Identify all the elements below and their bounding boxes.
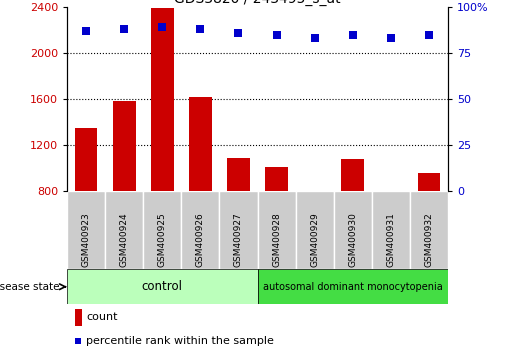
Bar bbox=[67, 269, 258, 304]
Point bbox=[272, 32, 281, 38]
Point bbox=[349, 32, 357, 38]
Bar bbox=[265, 167, 288, 191]
Text: GSM400925: GSM400925 bbox=[158, 212, 167, 267]
Bar bbox=[334, 191, 372, 269]
Text: GSM400926: GSM400926 bbox=[196, 212, 205, 267]
Bar bbox=[341, 159, 364, 191]
Text: autosomal dominant monocytopenia: autosomal dominant monocytopenia bbox=[263, 282, 443, 292]
Bar bbox=[410, 191, 448, 269]
Bar bbox=[151, 8, 174, 191]
Bar bbox=[372, 191, 410, 269]
Point bbox=[158, 24, 166, 30]
Bar bbox=[105, 191, 143, 269]
Bar bbox=[296, 191, 334, 269]
Title: GDS3820 / 243495_s_at: GDS3820 / 243495_s_at bbox=[174, 0, 341, 6]
Text: GSM400927: GSM400927 bbox=[234, 212, 243, 267]
Point bbox=[311, 35, 319, 41]
Text: GSM400924: GSM400924 bbox=[119, 212, 129, 267]
Bar bbox=[227, 158, 250, 191]
Bar bbox=[418, 173, 440, 191]
Text: GSM400932: GSM400932 bbox=[424, 212, 434, 267]
Point bbox=[234, 30, 243, 36]
Bar bbox=[75, 128, 97, 191]
Point bbox=[425, 32, 433, 38]
Bar bbox=[258, 269, 448, 304]
Text: GSM400929: GSM400929 bbox=[310, 212, 319, 267]
Text: GSM400928: GSM400928 bbox=[272, 212, 281, 267]
Text: GSM400923: GSM400923 bbox=[81, 212, 91, 267]
Bar bbox=[143, 191, 181, 269]
Text: GSM400930: GSM400930 bbox=[348, 212, 357, 267]
Point bbox=[196, 26, 204, 32]
Text: control: control bbox=[142, 280, 183, 293]
Bar bbox=[181, 191, 219, 269]
Bar bbox=[113, 101, 135, 191]
Bar bbox=[219, 191, 258, 269]
Bar bbox=[189, 97, 212, 191]
Text: GSM400931: GSM400931 bbox=[386, 212, 396, 267]
Point bbox=[357, 265, 366, 270]
Text: count: count bbox=[86, 312, 117, 322]
Bar bbox=[75, 309, 82, 326]
Point bbox=[387, 35, 395, 41]
Point bbox=[82, 28, 90, 34]
Bar bbox=[258, 191, 296, 269]
Text: disease state: disease state bbox=[0, 282, 59, 292]
Text: percentile rank within the sample: percentile rank within the sample bbox=[86, 336, 274, 346]
Point bbox=[120, 26, 128, 32]
Bar bbox=[67, 191, 105, 269]
